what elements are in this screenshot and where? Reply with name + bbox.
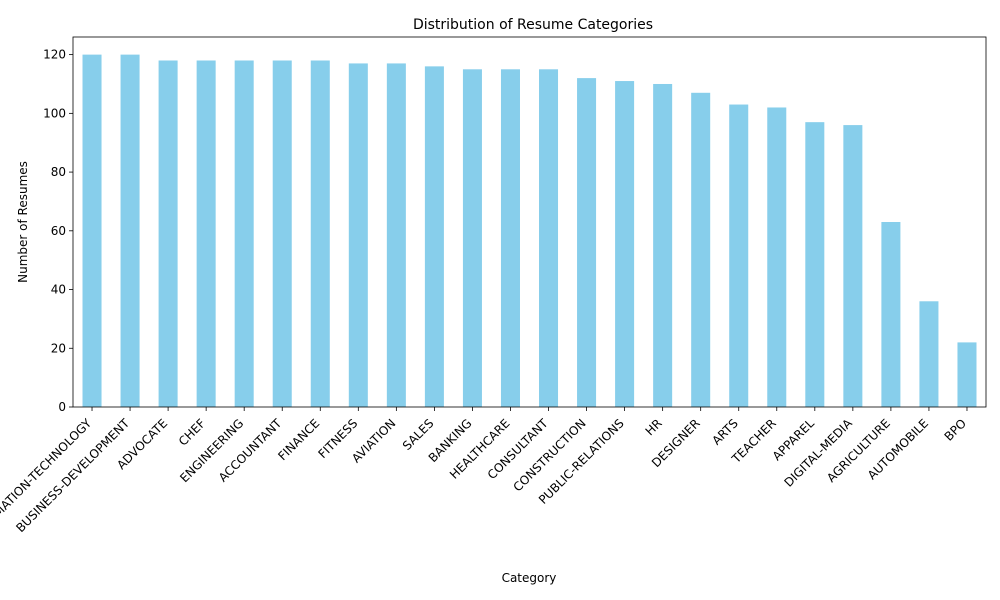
bar-finance [310,60,330,407]
bar-agriculture [881,222,901,407]
x-tick-label: FINANCE [275,416,322,463]
bar-chef [196,60,216,407]
bar-fitness [348,63,368,408]
bar-banking [462,69,482,408]
bar-accountant [272,60,292,407]
x-tick-label: DIGITAL-MEDIA [781,416,855,490]
plot-frame [72,36,987,408]
bar-automobile [919,301,939,407]
y-tick-label: 0 [58,400,66,414]
bar-consultant [539,69,559,408]
x-tick-label: CHEF [176,416,209,449]
bar-engineering [234,60,254,407]
y-tick-label: 20 [51,341,66,355]
x-axis: INFORMATION-TECHNOLOGYBUSINESS-DEVELOPME… [0,407,969,546]
y-tick-label: 120 [43,48,66,62]
y-tick-label: 60 [51,224,66,238]
bar-business-development [120,54,140,407]
bar-sales [424,66,444,407]
y-tick-label: 40 [51,283,66,297]
y-tick-label: 100 [43,106,66,120]
bars-group [82,54,977,408]
bar-teacher [767,107,787,407]
bar-designer [691,92,711,408]
x-tick-label: BPO [942,416,970,444]
x-tick-label: SALES [400,416,437,453]
bar-healthcare [500,69,520,408]
bar-construction [577,78,597,407]
bar-hr [653,83,673,407]
bar-information-technology [82,54,102,407]
bar-advocate [158,60,178,407]
y-axis: 0 20 40 60 80 100 120 [43,48,73,414]
chart-title: Distribution of Resume Categories [413,17,653,33]
bar-public-relations [615,81,635,408]
y-tick-label: 80 [51,165,66,179]
bar-bpo [957,342,977,407]
x-tick-label: ARTS [709,416,741,448]
bar-arts [729,104,749,408]
x-axis-title: Category [502,571,557,585]
bar-digital-media [843,125,863,407]
bar-apparel [805,122,825,408]
bar-aviation [386,63,406,408]
y-axis-title: Number of Resumes [16,161,30,283]
x-tick-label: HR [643,416,665,438]
